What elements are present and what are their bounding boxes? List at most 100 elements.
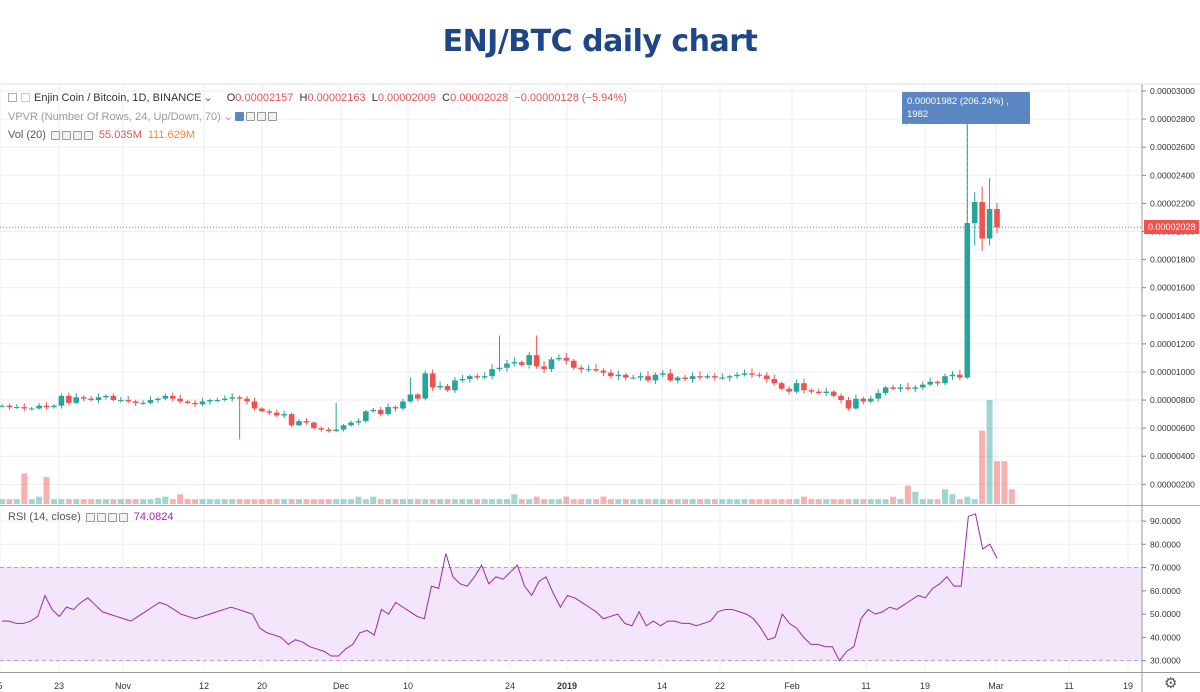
volume-bar (177, 494, 184, 504)
volume-bar (555, 499, 562, 504)
volume-bar (318, 499, 325, 504)
volume-bar (986, 400, 993, 504)
candle-body (377, 409, 384, 415)
rsi-band (0, 567, 1142, 661)
volume-bar (266, 499, 273, 504)
price-tick-label: 0.00001600 (1150, 283, 1195, 293)
volume-bar (132, 499, 139, 504)
volume-bar (496, 499, 503, 504)
visibility-icon[interactable] (234, 112, 244, 121)
volume-bar (949, 494, 956, 504)
volume-bar (622, 499, 629, 504)
volume-bar (526, 499, 533, 504)
volume-bar (147, 499, 154, 504)
candle-body (845, 400, 852, 409)
price-axis[interactable]: 0.00000200 0.00000400 0.00000600 0.00000800… (1142, 86, 1195, 489)
volume-bar (786, 499, 793, 504)
vpvr-label[interactable]: VPVR (Number Of Rows, 24, Up/Down, 70) (8, 110, 221, 123)
candle-body (400, 401, 406, 409)
candle-body (637, 376, 644, 378)
candle-body (437, 386, 443, 388)
volume-bar (377, 499, 384, 504)
add-icon[interactable] (72, 130, 82, 140)
volume-bar (897, 499, 904, 504)
volume-bar (244, 499, 251, 504)
rsi-axis[interactable]: 30.0000 40.0000 50.0000 60.0000 70.0000 80.00… (1142, 516, 1181, 666)
candle-body (207, 400, 213, 402)
time-tick-label: Dec (333, 681, 350, 691)
candle-body (259, 408, 265, 412)
close-icon[interactable] (83, 130, 93, 140)
visibility-icon[interactable] (50, 130, 60, 140)
settings-icon[interactable] (61, 130, 71, 140)
candle-body (934, 381, 941, 384)
candle-body (853, 398, 859, 409)
volume-bar (6, 499, 13, 504)
add-icon[interactable] (256, 112, 266, 121)
candle-body (615, 374, 622, 377)
chevron-down-icon[interactable]: ⌄ (203, 92, 213, 104)
volume-bar (593, 499, 600, 504)
candle-body (704, 376, 711, 378)
volume-bar (347, 499, 354, 504)
volume-bar (73, 499, 80, 504)
volume-bar (370, 496, 377, 504)
gear-icon[interactable]: ⚙ (1164, 675, 1178, 692)
settings-icon[interactable] (245, 112, 255, 121)
candle-body (125, 400, 132, 402)
candle-body (541, 366, 547, 370)
volume-bar (236, 499, 243, 504)
settings-icon[interactable] (96, 512, 106, 522)
symbol-name[interactable]: Enjin Coin / Bitcoin, 1D, BINANCE (34, 91, 202, 104)
visibility-icon[interactable] (85, 512, 95, 522)
ohlc-values: O0.00002157 H0.00002163 L0.00002009 C0.0… (227, 92, 627, 104)
candle-body (244, 398, 250, 402)
volume-bar (459, 499, 466, 504)
volume-bar (407, 499, 414, 504)
volume-bar (392, 499, 399, 504)
volume-bar (682, 499, 689, 504)
volume-bar (399, 499, 406, 504)
chevron-down-icon[interactable]: ⌄ (223, 111, 233, 123)
candle-body (169, 395, 176, 399)
candle-body (192, 402, 198, 405)
volume-bar (184, 499, 191, 504)
time-tick-label: 24 (505, 681, 515, 691)
candle-body (236, 397, 243, 399)
volume-bar (711, 499, 718, 504)
candle-body (363, 411, 369, 422)
volume-bar (615, 499, 622, 504)
candle-body (630, 377, 636, 379)
volume-bar (994, 461, 1000, 504)
volume-label[interactable]: Vol (20) (8, 129, 46, 141)
candle-body (667, 373, 674, 381)
candle-body (333, 429, 339, 431)
time-tick-label: Mar (988, 681, 1004, 691)
candle-body (875, 393, 881, 399)
collapse-icon[interactable] (8, 93, 17, 102)
close-icon[interactable] (118, 512, 128, 522)
vpvr-legend: VPVR (Number Of Rows, 24, Up/Down, 70) ⌄ (8, 110, 277, 123)
candle-body (325, 429, 332, 431)
rsi-value: 74.0824 (133, 511, 174, 523)
volume-bar (43, 477, 50, 504)
volume-bar (748, 499, 755, 504)
volume-bar (325, 499, 332, 504)
volume-bar (637, 499, 644, 504)
candle-body (95, 397, 102, 401)
volume-bar (310, 499, 317, 504)
time-axis[interactable]: 5 23 Nov 12 20 Dec 10 24 2019 14 22 Feb 11 19 Mar 11 19 (0, 681, 1133, 691)
time-tick-label: 19 (1123, 681, 1133, 691)
axes (0, 83, 1200, 692)
add-icon[interactable] (107, 512, 117, 522)
candle-body (303, 421, 310, 423)
price-tick-label: 0.00000400 (1150, 451, 1195, 461)
rsi-label[interactable]: RSI (14, close) (8, 511, 81, 523)
close-icon[interactable] (267, 112, 277, 121)
candle-body (764, 375, 770, 379)
candle-body (793, 383, 800, 392)
volume-bar (890, 496, 897, 504)
volume-bar (815, 499, 822, 504)
candle-body (422, 373, 429, 399)
